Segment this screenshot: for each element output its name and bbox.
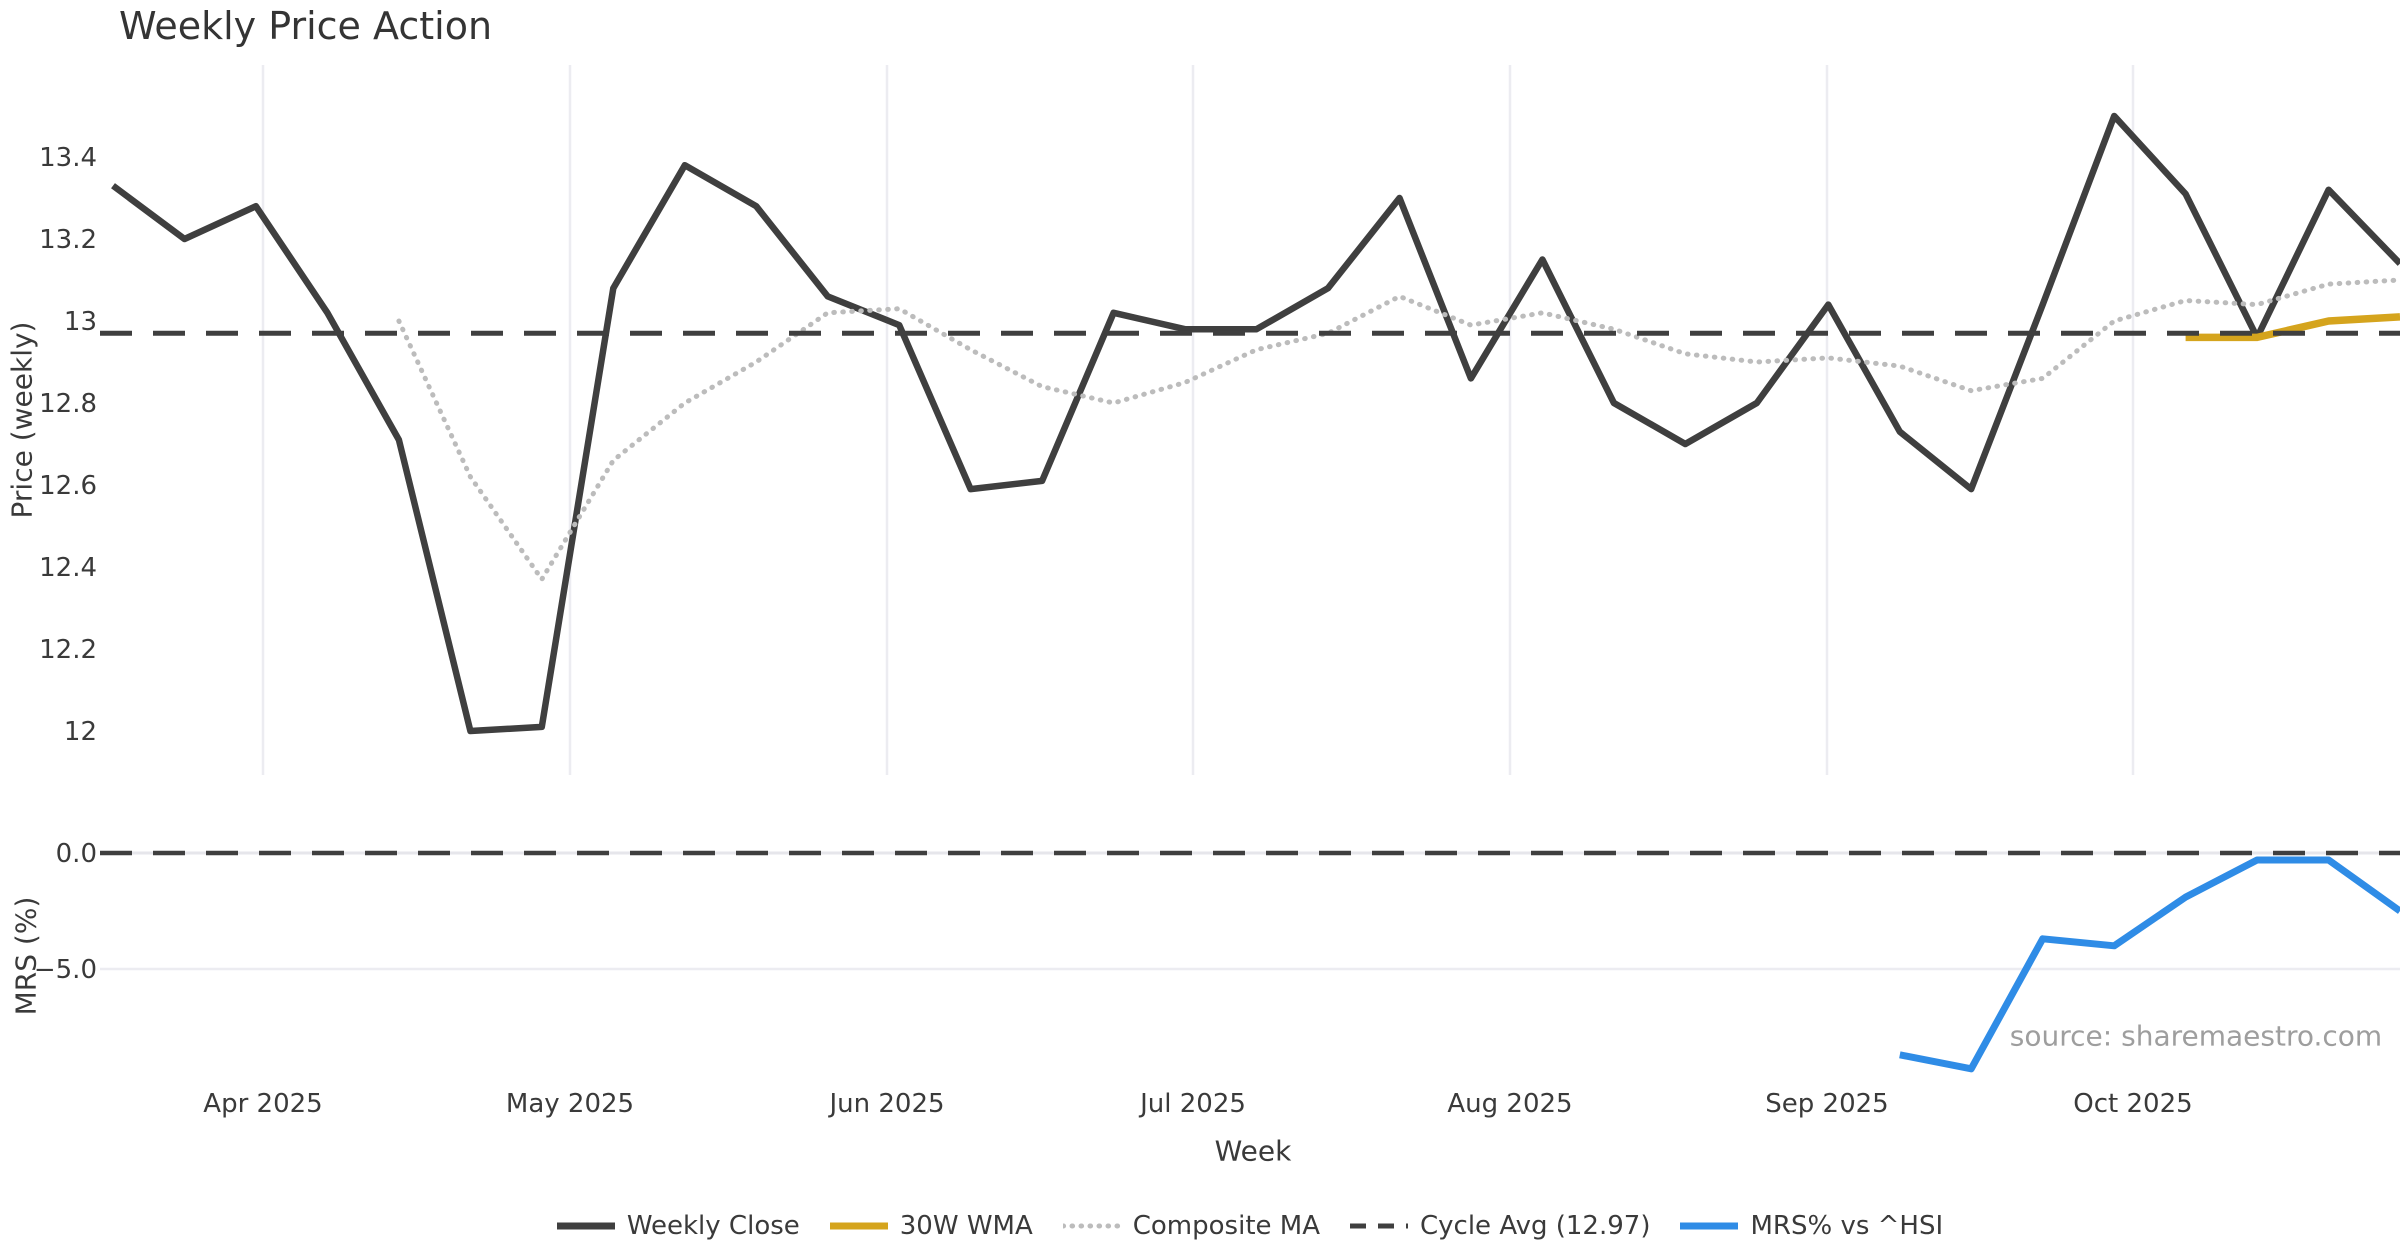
x-tick-label: Oct 2025 <box>2073 1089 2192 1119</box>
legend-label: 30W WMA <box>899 1211 1033 1241</box>
price-tick-label: 13.4 <box>39 143 97 173</box>
legend-label: Cycle Avg (12.97) <box>1420 1211 1651 1241</box>
price-tick-label: 12 <box>64 717 97 747</box>
weekly-close-line <box>111 112 2400 735</box>
30w-wma-line <box>2185 313 2400 342</box>
legend-swatch-solid-line-icon <box>1680 1222 1739 1230</box>
mrs-tick-label: −5.0 <box>34 955 97 985</box>
legend-label: MRS% vs ^HSI <box>1750 1211 1944 1241</box>
legend-label: Weekly Close <box>626 1211 800 1241</box>
price-tick-label: 13 <box>64 307 97 337</box>
legend-item: Cycle Avg (12.97) <box>1350 1211 1650 1241</box>
price-tick-label: 12.6 <box>39 471 97 501</box>
x-tick-label: May 2025 <box>506 1089 634 1119</box>
price-axis-label: Price (weekly) <box>5 321 39 519</box>
chart-legend: Weekly Close 30W WMA Composite MA Cycle Avg… <box>100 1202 2400 1250</box>
mrs-axis-label: MRS (%) <box>9 896 43 1016</box>
x-tick-label: Sep 2025 <box>1765 1089 1888 1119</box>
price-tick-label: 12.4 <box>39 553 97 583</box>
x-tick-label: Aug 2025 <box>1447 1089 1572 1119</box>
price-tick-label: 12.2 <box>39 635 97 665</box>
source-watermark: source: sharemaestro.com <box>2009 1019 2383 1053</box>
composite-ma-line <box>396 277 2400 582</box>
x-tick-label: Apr 2025 <box>203 1089 322 1119</box>
legend-item: 30W WMA <box>829 1211 1033 1241</box>
legend-swatch-dashed-line-icon <box>1350 1223 1408 1229</box>
legend-item: MRS% vs ^HSI <box>1680 1211 1943 1241</box>
price-tick-label: 13.2 <box>39 225 97 255</box>
legend-swatch-solid-line-icon <box>829 1222 888 1230</box>
chart-title: Weekly Price Action <box>119 4 493 48</box>
legend-swatch-dotted-line-icon <box>1062 1223 1121 1229</box>
legend-item: Weekly Close <box>556 1211 800 1241</box>
legend-item: Composite MA <box>1062 1211 1320 1241</box>
price-tick-label: 12.8 <box>39 389 97 419</box>
legend-label: Composite MA <box>1132 1211 1320 1241</box>
x-axis-label: Week <box>1214 1134 1292 1168</box>
mrs-tick-label: 0.0 <box>56 839 97 869</box>
x-tick-label: Jun 2025 <box>827 1089 944 1119</box>
legend-swatch-solid-line-icon <box>556 1222 615 1230</box>
x-tick-label: Jul 2025 <box>1138 1089 1246 1119</box>
mrs-line <box>1899 856 2400 1073</box>
